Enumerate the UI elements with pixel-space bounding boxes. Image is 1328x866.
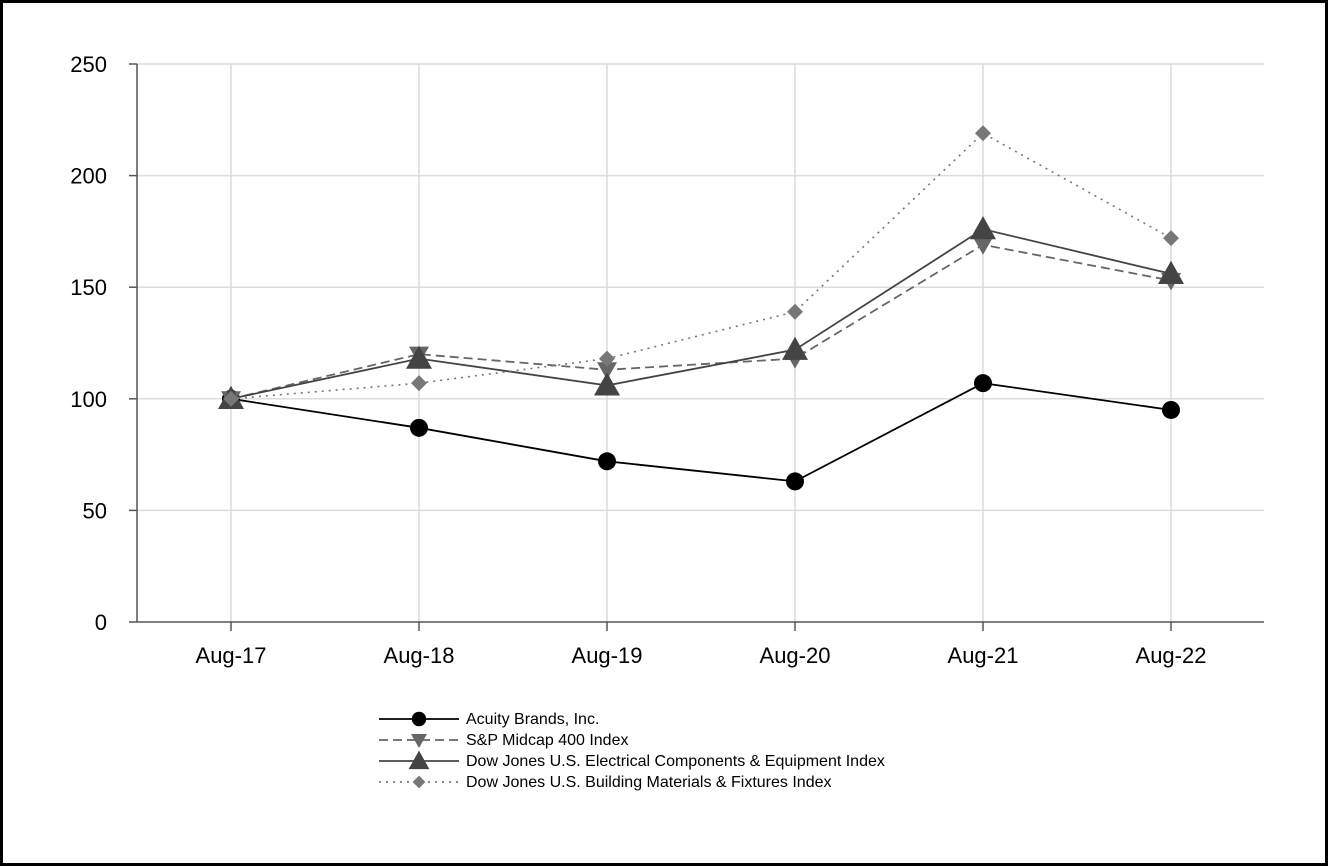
legend-label: Dow Jones U.S. Electrical Components & E… xyxy=(466,753,885,770)
x-axis-ticks: Aug-17 Aug-18 Aug-19 Aug-20 Aug-21 Aug-22 xyxy=(196,622,1207,668)
series-1 xyxy=(221,237,1181,409)
legend-marker xyxy=(411,734,427,748)
y-axis-ticks: 0 50 100 150 200 250 xyxy=(70,52,137,635)
data-point xyxy=(787,303,803,320)
legend-item: S&P Midcap 400 Index xyxy=(379,732,628,749)
legend-label: Acuity Brands, Inc. xyxy=(466,711,599,728)
line-chart: 0 50 100 150 200 250 Aug-17 Aug-18 Aug-19 Aug-20… xyxy=(70,52,1264,791)
legend-item: Acuity Brands, Inc. xyxy=(379,711,599,728)
legend-label: S&P Midcap 400 Index xyxy=(466,732,628,749)
x-tick-label: Aug-21 xyxy=(948,643,1019,668)
y-tick-label: 100 xyxy=(70,387,107,412)
y-tick-label: 200 xyxy=(70,164,107,189)
series-line xyxy=(230,132,1172,400)
data-point xyxy=(594,372,620,396)
data-point xyxy=(599,350,615,367)
x-tick-label: Aug-17 xyxy=(196,643,267,668)
series-line xyxy=(230,382,1172,483)
data-point xyxy=(597,362,617,380)
data-point xyxy=(782,336,808,360)
x-tick-label: Aug-22 xyxy=(1136,643,1207,668)
grid xyxy=(137,63,1264,622)
legend-item: Dow Jones U.S. Electrical Components & E… xyxy=(379,750,885,770)
x-tick-label: Aug-19 xyxy=(572,643,643,668)
data-point xyxy=(223,390,239,407)
x-tick-label: Aug-20 xyxy=(760,643,831,668)
data-point xyxy=(974,374,992,393)
series-3 xyxy=(223,125,1179,407)
series-line xyxy=(230,228,1172,400)
series-0 xyxy=(222,374,1180,491)
legend-item: Dow Jones U.S. Building Materials & Fixt… xyxy=(379,774,831,791)
y-tick-label: 250 xyxy=(70,52,107,77)
data-point xyxy=(598,452,616,471)
legend: Acuity Brands, Inc. S&P Midcap 400 Index D… xyxy=(379,711,885,791)
series-group xyxy=(218,125,1184,491)
legend-label: Dow Jones U.S. Building Materials & Fixt… xyxy=(466,774,831,791)
data-point xyxy=(786,472,804,491)
y-tick-label: 50 xyxy=(83,498,107,523)
legend-marker xyxy=(408,750,430,770)
y-tick-label: 0 xyxy=(95,610,107,635)
data-point xyxy=(970,216,996,240)
series-line xyxy=(230,243,1172,400)
data-point xyxy=(1162,400,1180,419)
x-tick-label: Aug-18 xyxy=(384,643,455,668)
data-point xyxy=(410,418,428,437)
data-point xyxy=(1163,230,1179,247)
axes xyxy=(136,64,1264,623)
y-tick-label: 150 xyxy=(70,275,107,300)
legend-marker xyxy=(412,775,426,789)
data-point xyxy=(1158,260,1184,284)
legend-marker xyxy=(411,711,427,727)
data-point xyxy=(406,345,432,369)
data-point xyxy=(973,237,993,255)
data-point xyxy=(411,375,427,392)
data-point xyxy=(975,125,991,142)
series-2 xyxy=(218,216,1184,409)
